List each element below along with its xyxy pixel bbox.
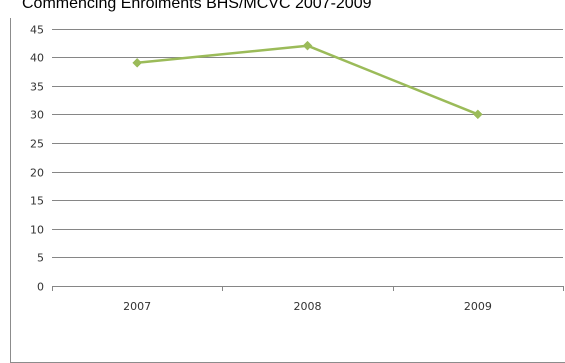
y-tick-label-10: 10: [30, 224, 44, 237]
x-tick-label-2008: 2008: [294, 300, 322, 313]
series-line: [137, 44, 479, 116]
data-point-2007: [132, 57, 143, 68]
data-point-2009: [472, 109, 483, 120]
y-tick-label-25: 25: [30, 138, 44, 151]
x-tick-label-2009: 2009: [464, 300, 492, 313]
y-tick-label-5: 5: [37, 252, 44, 265]
x-tick-label-2007: 2007: [123, 300, 151, 313]
data-point-2008: [302, 40, 313, 51]
y-tick-label-20: 20: [30, 167, 44, 180]
y-tick-label-30: 30: [30, 109, 44, 122]
y-tick-label-35: 35: [30, 81, 44, 94]
y-tick-label-45: 45: [30, 24, 44, 37]
chart-title: Commencing Enrolments BHS/MCVC 2007-2009: [22, 0, 372, 12]
y-tick-label-40: 40: [30, 52, 44, 65]
y-tick-label-0: 0: [37, 281, 44, 294]
y-tick-label-15: 15: [30, 195, 44, 208]
